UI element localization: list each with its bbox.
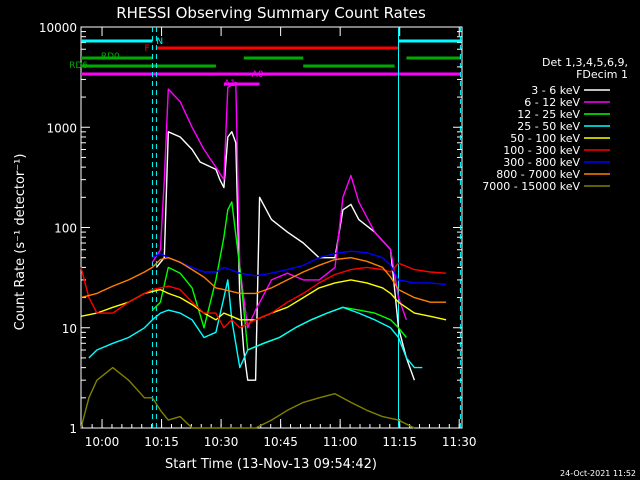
y-axis-title: Count Rate (s⁻¹ detector⁻¹) bbox=[13, 154, 28, 331]
flag-label-f: F bbox=[145, 44, 150, 54]
series-line-7 bbox=[80, 257, 447, 303]
legend-label: 100 - 300 keV bbox=[503, 144, 580, 157]
x-tick-label: 11:30 bbox=[442, 435, 477, 449]
legend-label: 50 - 100 keV bbox=[510, 132, 580, 145]
legend-header-1: Det 1,3,4,5,6,9, bbox=[542, 56, 628, 69]
series-line-3 bbox=[88, 279, 423, 369]
series-line-4 bbox=[80, 279, 447, 321]
x-tick-label: 10:15 bbox=[144, 435, 179, 449]
legend-label: 6 - 12 keV bbox=[524, 96, 580, 109]
plot-area: 1 10 100 1000 10000 10:00 10:15 10:30 10:45 11:00… bbox=[39, 21, 477, 449]
legend-label: 300 - 800 keV bbox=[503, 156, 580, 169]
legend-header-2: FDecim 1 bbox=[576, 68, 628, 81]
y-tick-label: 1000 bbox=[46, 121, 77, 135]
legend-label: 7000 - 15000 keV bbox=[482, 180, 580, 193]
x-axis-title: Start Time (13-Nov-13 09:54:42) bbox=[165, 457, 377, 472]
legend-label: 3 - 6 keV bbox=[531, 84, 580, 97]
series-line-8 bbox=[80, 366, 415, 429]
flag-label-n: N bbox=[156, 37, 163, 47]
legend-label: 25 - 50 keV bbox=[517, 120, 580, 133]
x-tick-label: 11:15 bbox=[382, 435, 417, 449]
x-tick-label: 11:00 bbox=[323, 435, 358, 449]
y-tick-label: 10 bbox=[62, 322, 77, 336]
flag-label-rd0: RD0 bbox=[101, 52, 120, 62]
timestamp: 24-Oct-2021 11:52 bbox=[560, 469, 636, 478]
chart-title: RHESSI Observing Summary Count Rates bbox=[116, 4, 426, 22]
x-tick-label: 10:00 bbox=[85, 435, 120, 449]
flag-label-rd6: RD6 bbox=[69, 61, 88, 71]
y-tick-label: 1 bbox=[69, 422, 77, 436]
series-line-6 bbox=[152, 250, 447, 286]
y-tick-label: 100 bbox=[54, 222, 77, 236]
series-line-0 bbox=[155, 131, 416, 381]
series-line-1 bbox=[151, 81, 408, 329]
flag-label-a0: A0 bbox=[252, 70, 264, 80]
legend-label: 800 - 7000 keV bbox=[496, 168, 580, 181]
y-tick-label: 10000 bbox=[39, 21, 77, 35]
x-tick-label: 10:45 bbox=[263, 435, 298, 449]
x-tick-label: 10:30 bbox=[204, 435, 239, 449]
flag-label-a1: A1 bbox=[224, 79, 236, 89]
legend-label: 12 - 25 keV bbox=[517, 108, 580, 121]
